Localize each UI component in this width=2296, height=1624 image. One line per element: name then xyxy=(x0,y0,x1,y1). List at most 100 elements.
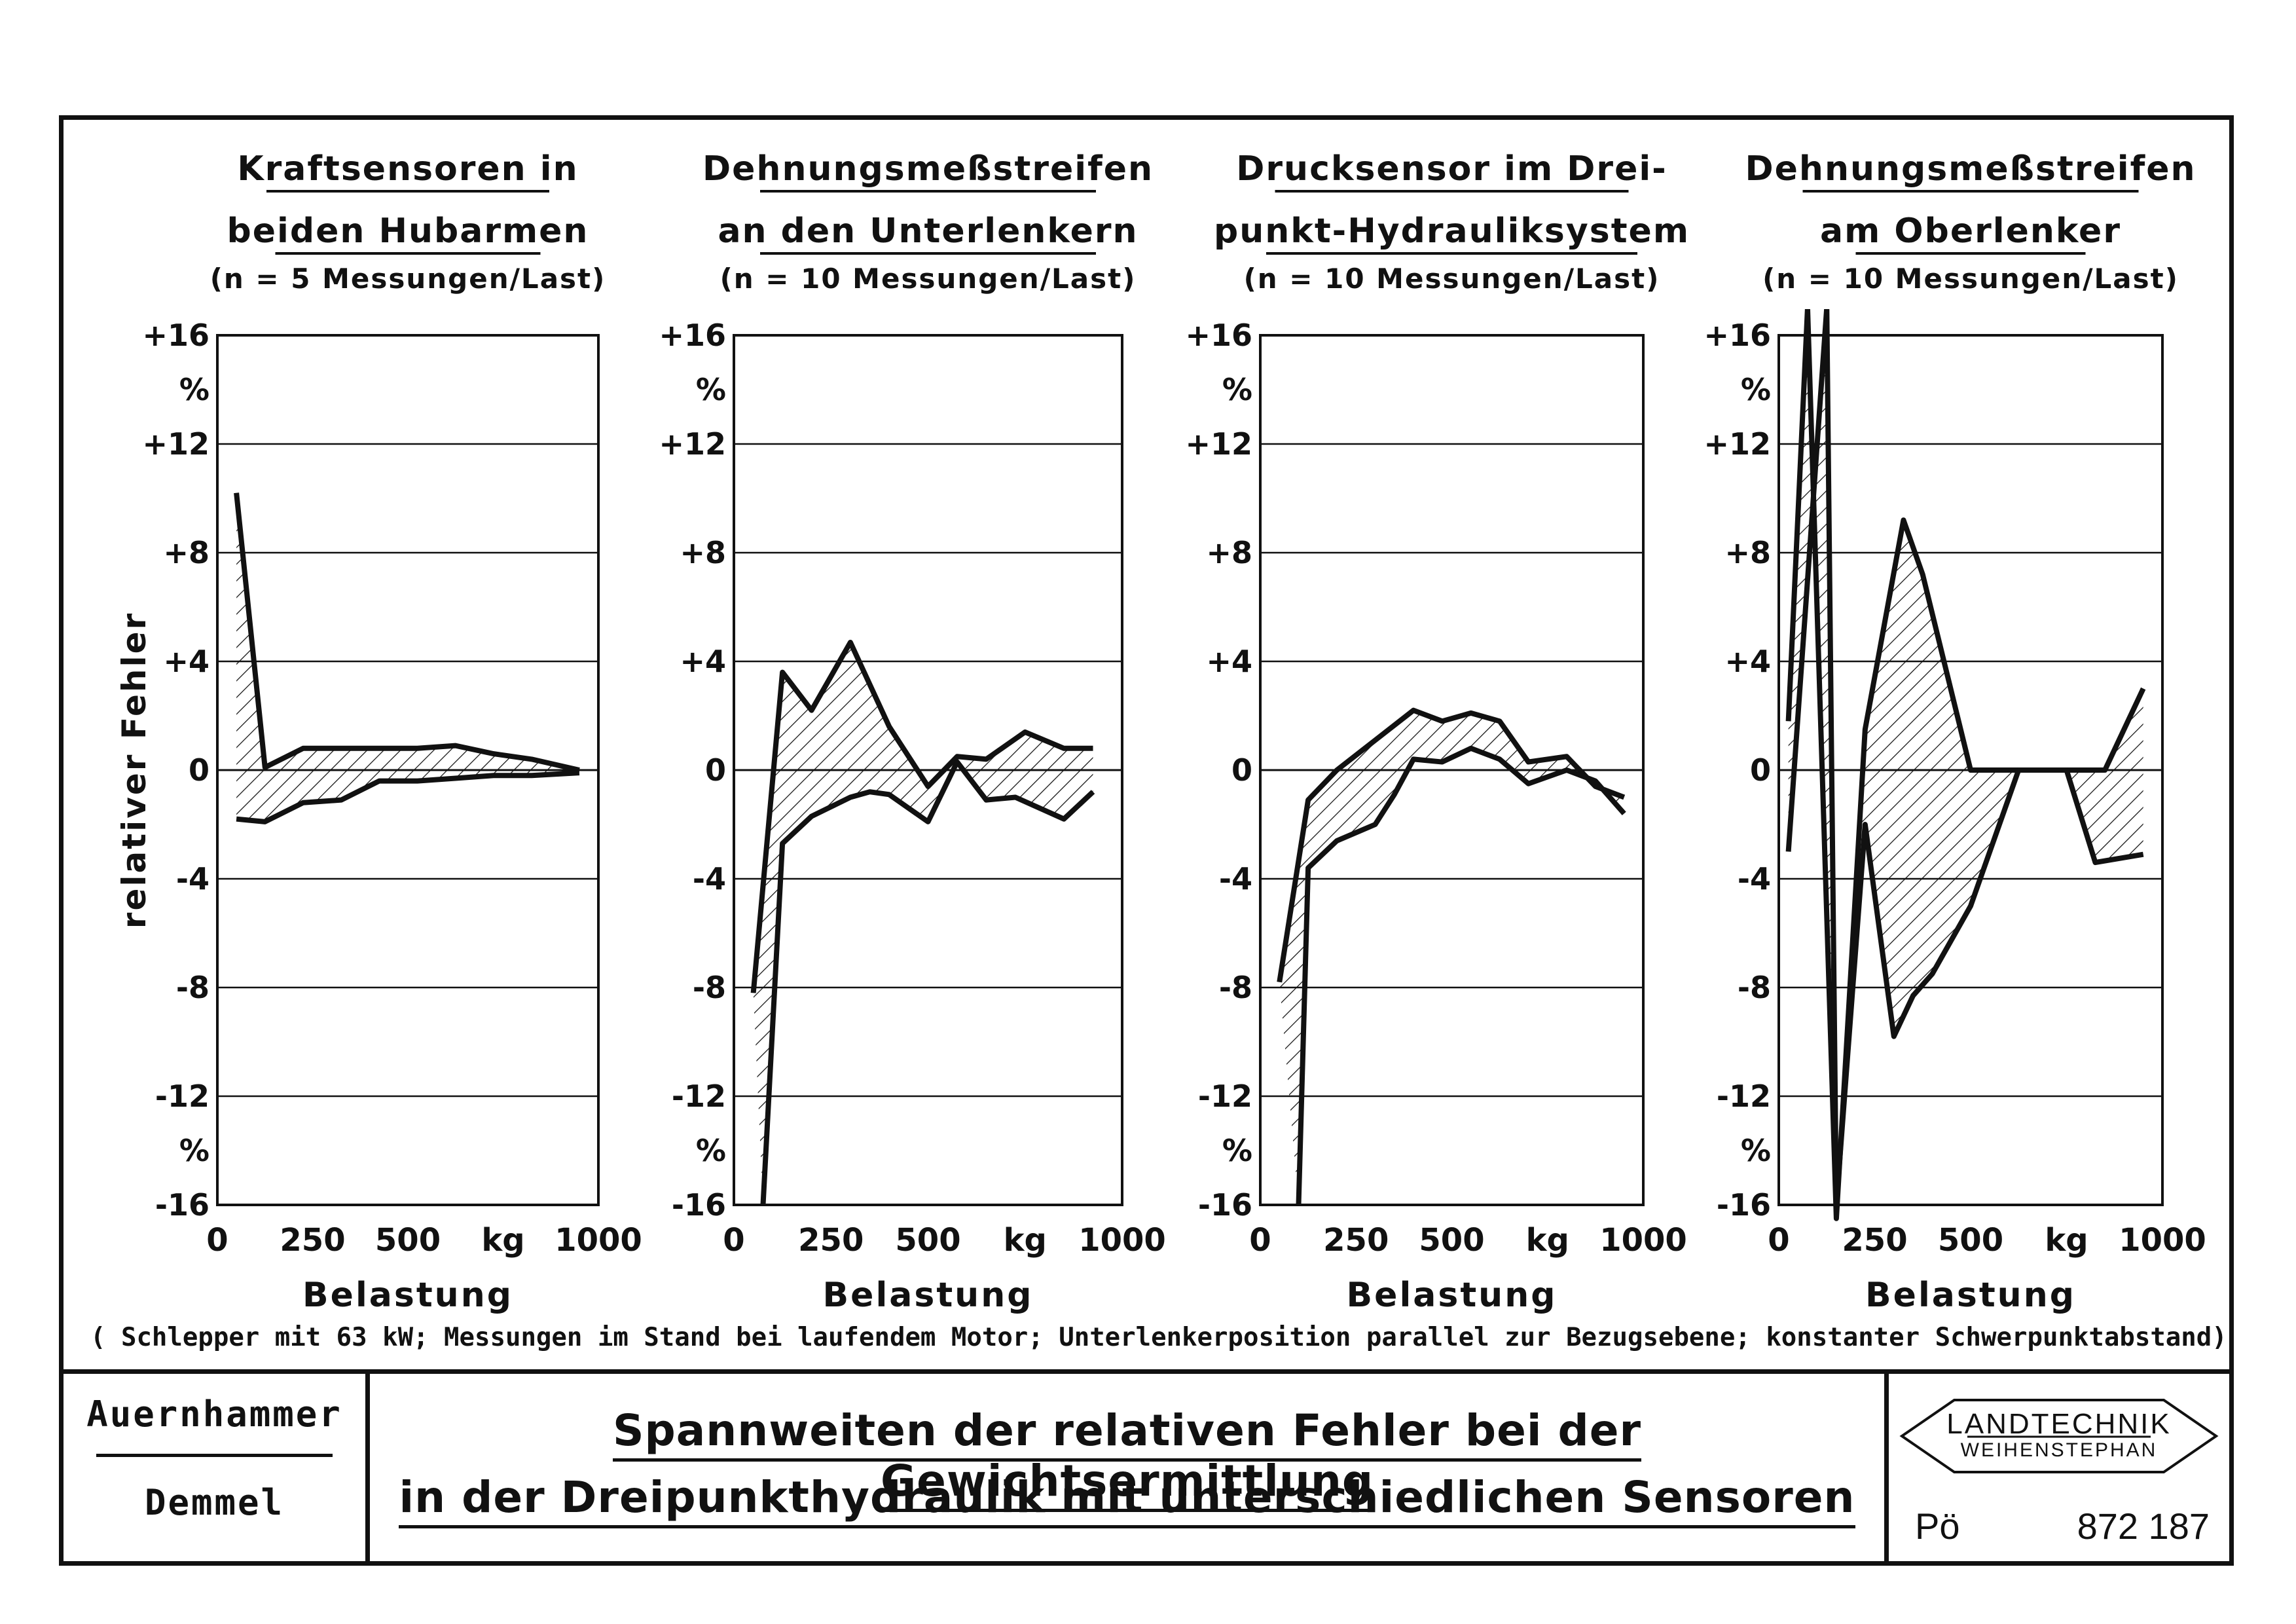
figure-frame xyxy=(59,115,2234,1566)
y-tick-label: % xyxy=(1222,372,1252,407)
panel-title-line: Kraftsensoren in xyxy=(237,149,578,189)
y-tick-label: -12 xyxy=(1198,1079,1252,1114)
y-tick-label: % xyxy=(1741,372,1771,407)
lower-bound-line xyxy=(1785,309,2144,1208)
y-tick-label: +16 xyxy=(142,318,210,353)
y-tick-label: +12 xyxy=(142,426,210,462)
y-tick-label: +4 xyxy=(1724,644,1771,679)
x-tick-label: 500 xyxy=(1419,1222,1484,1259)
y-tick-label: +12 xyxy=(1704,426,1771,462)
x-tick-label: 1000 xyxy=(1599,1222,1687,1259)
chart-panel-2: Dehnungsmeßstreifen an den Unterlenkern (n… xyxy=(659,149,1165,1315)
chart-panel-4: Dehnungsmeßstreifen am Oberlenker (n = 10 … xyxy=(1704,149,2206,1315)
y-tick-label: -8 xyxy=(1738,970,1771,1005)
y-tick-label: +4 xyxy=(680,644,726,679)
y-tick-label: +8 xyxy=(680,535,726,570)
panel-title-line: punkt-Hydrauliksystem xyxy=(1214,212,1690,251)
panel-subtitle: (n = 10 Messungen/Last) xyxy=(720,263,1137,295)
y-tick-label: +8 xyxy=(1724,535,1771,570)
x-tick-label: 500 xyxy=(895,1222,960,1259)
y-tick-label: -12 xyxy=(155,1079,210,1114)
x-tick-label: 1000 xyxy=(1078,1222,1166,1259)
y-tick-label: 0 xyxy=(705,752,726,788)
author-1: Auernhammer xyxy=(86,1393,342,1435)
y-tick-label: 0 xyxy=(1231,752,1252,788)
hatched-range xyxy=(1788,309,2143,1219)
x-axis-label: Belastung xyxy=(1865,1276,2076,1315)
y-tick-label: -4 xyxy=(1219,861,1252,896)
y-tick-label: 0 xyxy=(189,752,210,788)
upper-bound-line xyxy=(1785,309,2146,1221)
y-tick-label: % xyxy=(696,372,726,407)
y-tick-label: +16 xyxy=(1704,318,1771,353)
main-title-line-2: in der Dreipunkthydraulik mit unterschie… xyxy=(370,1472,1884,1528)
y-tick-label: 0 xyxy=(1750,752,1771,788)
main-title-line-1: Spannweiten der relativen Fehler bei der… xyxy=(370,1405,1884,1512)
x-tick-label: kg xyxy=(1526,1222,1569,1259)
x-tick-label: 1000 xyxy=(2119,1222,2206,1259)
panel-subtitle: (n = 10 Messungen/Last) xyxy=(1762,263,2179,295)
y-tick-label: +4 xyxy=(1206,644,1252,679)
hatched-range xyxy=(236,492,579,822)
x-tick-label: 250 xyxy=(798,1222,864,1259)
charts-canvas: Kraftsensoren in beiden Hubarmen (n = 5 Me… xyxy=(115,149,2206,1315)
panel-subtitle: (n = 10 Messungen/Last) xyxy=(1244,263,1660,295)
author-divider xyxy=(96,1454,333,1457)
hatched-range xyxy=(1279,710,1624,1205)
logo-line-1: LANDTECHNIK xyxy=(1946,1408,2172,1440)
title-cell: Spannweiten der relativen Fehler bei der… xyxy=(370,1374,1889,1561)
chart-panel-1: Kraftsensoren in beiden Hubarmen (n = 5 Me… xyxy=(115,149,642,1315)
x-tick-label: 0 xyxy=(1768,1222,1789,1259)
logo-line-2: WEIHENSTEPHAN xyxy=(1960,1439,2158,1461)
y-tick-label: -16 xyxy=(155,1187,210,1223)
panel-title-line: an den Unterlenkern xyxy=(718,212,1138,251)
upper-bound-line xyxy=(1277,707,1626,983)
y-tick-label: +8 xyxy=(163,535,210,570)
y-tick-label: -4 xyxy=(176,861,210,896)
plot-frame xyxy=(1259,334,1645,1206)
x-tick-label: 250 xyxy=(1842,1222,1907,1259)
x-tick-label: 500 xyxy=(375,1222,441,1259)
lower-bound-line xyxy=(760,759,1095,1206)
y-tick-label: -8 xyxy=(693,970,726,1005)
upper-bound-line xyxy=(750,639,1093,993)
x-tick-label: 500 xyxy=(1938,1222,2003,1259)
y-tick-label: -12 xyxy=(1717,1079,1771,1114)
author-2: Demmel xyxy=(144,1482,285,1523)
y-tick-label: +12 xyxy=(659,426,726,462)
x-axis-label: Belastung xyxy=(823,1276,1034,1315)
footnote: ( Schlepper mit 63 kW; Messungen im Stan… xyxy=(90,1323,2227,1352)
y-tick-label: -4 xyxy=(1738,861,1771,896)
plot-frame xyxy=(216,334,600,1206)
y-tick-label: % xyxy=(696,1133,726,1168)
logo-code-right: 872 187 xyxy=(2077,1505,2210,1547)
y-tick-label: -4 xyxy=(693,861,726,896)
panel-title-line: am Oberlenker xyxy=(1820,212,2121,251)
y-tick-label: -16 xyxy=(1198,1187,1252,1223)
y-tick-label: -16 xyxy=(672,1187,726,1223)
y-tick-label: -8 xyxy=(1219,970,1252,1005)
x-tick-label: 250 xyxy=(280,1222,345,1259)
y-tick-label: % xyxy=(179,1133,210,1168)
plot-frame xyxy=(733,334,1123,1206)
y-tick-label: +4 xyxy=(163,644,210,679)
lower-bound-line xyxy=(236,770,580,824)
x-tick-label: 0 xyxy=(723,1222,744,1259)
upper-bound-line xyxy=(234,492,580,773)
panel-title-line: Dehnungsmeßstreifen xyxy=(1745,149,2196,189)
y-tick-label: -8 xyxy=(176,970,210,1005)
x-axis-label: Belastung xyxy=(1347,1276,1558,1315)
x-tick-label: 1000 xyxy=(555,1222,642,1259)
panel-title-line: beiden Hubarmen xyxy=(227,212,589,251)
y-tick-label: -12 xyxy=(672,1079,726,1114)
y-tick-label: +16 xyxy=(659,318,726,353)
panel-title-line: Dehnungsmeßstreifen xyxy=(702,149,1154,189)
logo-diamond xyxy=(1899,1399,2219,1473)
x-tick-label: 0 xyxy=(206,1222,228,1259)
y-tick-label: +12 xyxy=(1185,426,1252,462)
authors-cell: Auernhammer Demmel xyxy=(64,1374,370,1561)
y-tick-label: +8 xyxy=(1206,535,1252,570)
logo-cell: LANDTECHNIK WEIHENSTEPHAN Pö 872 187 xyxy=(1889,1374,2229,1561)
panel-subtitle: (n = 5 Messungen/Last) xyxy=(210,263,606,295)
x-axis-label: Belastung xyxy=(302,1276,513,1315)
